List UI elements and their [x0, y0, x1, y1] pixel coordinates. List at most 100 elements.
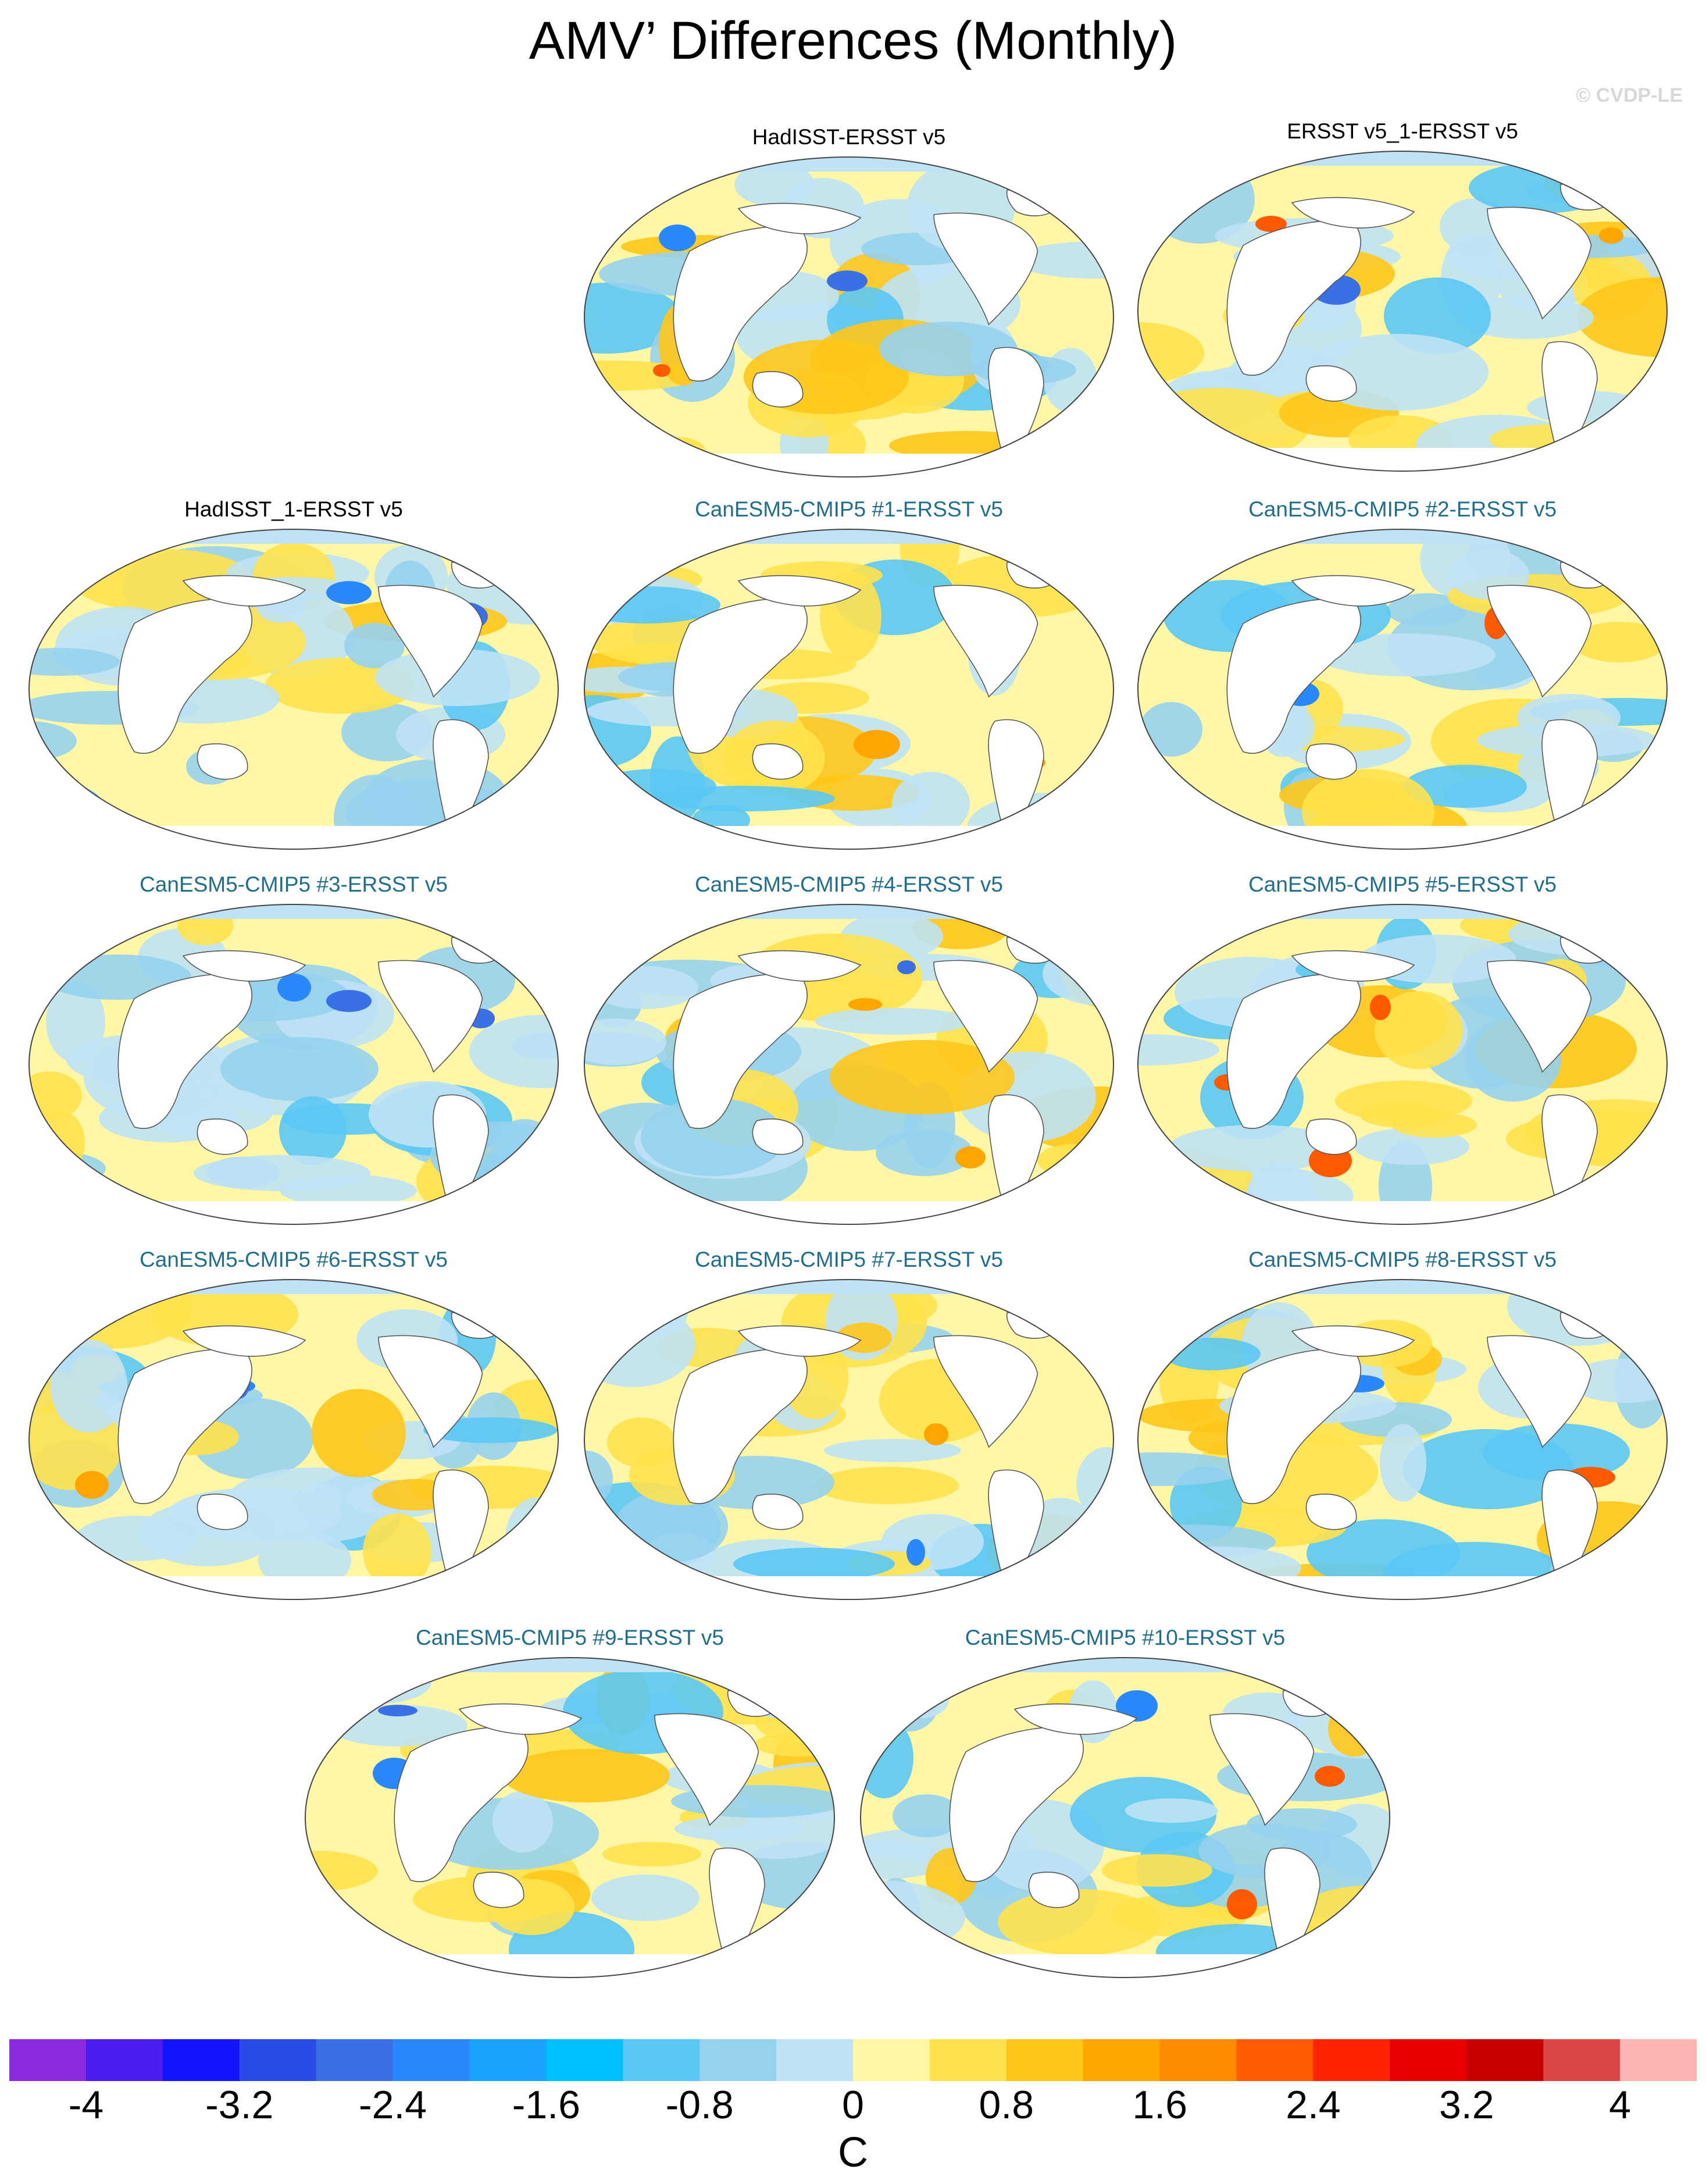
anomaly-peak — [924, 1423, 948, 1445]
anomaly-contour — [880, 1672, 939, 1731]
land-mass — [1291, 1325, 1415, 1357]
colorbar-swatch — [469, 2039, 547, 2081]
colorbar-swatch — [929, 2039, 1007, 2081]
colorbar-swatch — [239, 2039, 317, 2081]
anomaly-contour — [876, 1130, 973, 1176]
anomaly-contour — [733, 1842, 834, 1909]
colorbar-swatch — [316, 2039, 394, 2081]
land-mass — [654, 1713, 759, 1826]
colorbar-tick-label: 1.6 — [1132, 2083, 1187, 2127]
map-panel: CanESM5-CMIP5 #6-ERSST v5 — [26, 1248, 561, 1631]
anomaly-contour — [1380, 1424, 1426, 1502]
land-mass — [988, 1469, 1044, 1595]
colorbar-swatch — [9, 2039, 87, 2081]
land-mass — [1305, 1494, 1357, 1530]
anomaly-contour — [1572, 622, 1666, 662]
map-border — [28, 529, 559, 850]
anomaly-peak — [1227, 1889, 1257, 1919]
colorbar-tick-label: 2.4 — [1286, 2083, 1341, 2127]
land-mass — [1305, 365, 1357, 402]
anomaly-contour — [607, 1417, 676, 1467]
anomaly-contour — [1163, 1338, 1261, 1370]
map-panel: CanESM5-CMIP5 #7-ERSST v5 — [581, 1248, 1116, 1631]
land-mass — [1541, 1094, 1598, 1220]
anomaly-contour — [1404, 765, 1527, 808]
map-panel: HadISST-ERSST v5 — [581, 125, 1116, 509]
colorbar-tick-label: 4 — [1609, 2083, 1631, 2127]
map-panel: CanESM5-CMIP5 #4-ERSST v5 — [581, 872, 1116, 1256]
anomaly-contour — [1402, 1429, 1573, 1509]
land-mass — [1487, 206, 1592, 320]
anomaly-contour — [1138, 1034, 1219, 1066]
map-panel: CanESM5-CMIP5 #5-ERSST v5 — [1135, 872, 1670, 1256]
anomaly-contour — [755, 1732, 834, 1757]
land-mass — [737, 1325, 862, 1357]
colorbar-tick-label: -1.6 — [512, 2083, 580, 2127]
land-mass — [378, 585, 483, 698]
anomaly-contour — [1630, 1540, 1667, 1599]
anomaly-contour — [492, 1119, 556, 1180]
world-map — [584, 1279, 1114, 1600]
land-mass — [1291, 197, 1415, 229]
anomaly-contour — [305, 1923, 379, 1978]
anomaly-contour — [815, 1008, 972, 1035]
land-mass — [1264, 1847, 1320, 1973]
anomaly-contour — [1141, 1284, 1195, 1356]
map-panel: ERSST v5_1-ERSST v5 — [1135, 119, 1670, 503]
land-mass — [1209, 1713, 1315, 1826]
anomaly-contour — [734, 162, 815, 206]
anomaly-contour — [674, 1816, 802, 1841]
colorbar-swatch — [546, 2039, 623, 2081]
land-mass — [378, 960, 483, 1073]
anomaly-contour — [815, 1467, 959, 1504]
anomaly-contour — [898, 1676, 950, 1718]
figure-title: AMV’ Differences (Monthly) — [529, 11, 1177, 70]
anomaly-peak — [827, 270, 868, 291]
colorbar-swatch — [1466, 2039, 1544, 2081]
anomaly-peak — [1255, 216, 1287, 232]
anomaly-contour — [1576, 277, 1667, 357]
map-border — [860, 1657, 1390, 1978]
map-border — [1137, 1279, 1668, 1600]
anomaly-peak — [277, 974, 311, 1002]
anomaly-contour — [220, 1037, 379, 1101]
credit-watermark: © CVDP-LE — [1576, 84, 1683, 106]
anomaly-contour — [590, 966, 698, 1009]
anomaly-contour — [469, 1015, 558, 1088]
land-mass — [933, 960, 1038, 1073]
panel-title: CanESM5-CMIP5 #4-ERSST v5 — [695, 872, 1003, 896]
anomaly-contour — [423, 1417, 557, 1443]
colorbar-swatch — [392, 2039, 470, 2081]
land-mass — [433, 1094, 489, 1220]
anomaly-contour — [1138, 1452, 1247, 1486]
anomaly-contour — [1328, 1701, 1380, 1757]
colorbar-tick-label: 0 — [842, 2083, 864, 2127]
colorbar-tick-label: -0.8 — [665, 2083, 734, 2127]
anomaly-contour — [36, 1110, 85, 1175]
colorbar-swatch — [853, 2039, 930, 2081]
world-map — [584, 156, 1114, 478]
map-border — [305, 1657, 835, 1978]
land-mass — [458, 1703, 583, 1735]
land-mass — [1541, 341, 1598, 466]
panel-title: CanESM5-CMIP5 #7-ERSST v5 — [695, 1248, 1003, 1271]
land-mass — [182, 575, 306, 607]
anomaly-contour — [652, 786, 835, 811]
anomaly-contour — [504, 772, 558, 849]
anomaly-contour — [584, 283, 683, 354]
land-mass — [709, 1847, 765, 1973]
map-border — [1137, 529, 1668, 850]
anomaly-contour — [46, 981, 105, 1063]
anomaly-contour — [492, 904, 558, 970]
anomaly-peak — [854, 730, 900, 759]
panel-title: CanESM5-CMIP5 #5-ERSST v5 — [1248, 872, 1557, 896]
anomaly-contour — [1387, 593, 1467, 627]
anomaly-contour — [1125, 1798, 1218, 1823]
colorbar-swatch — [699, 2039, 777, 2081]
world-map — [28, 529, 559, 850]
land-mass — [433, 719, 489, 845]
map-panel: CanESM5-CMIP5 #3-ERSST v5 — [26, 872, 561, 1256]
land-mass — [1487, 960, 1592, 1073]
land-mass — [1291, 575, 1415, 607]
panel-title: ERSST v5_1-ERSST v5 — [1287, 119, 1518, 143]
